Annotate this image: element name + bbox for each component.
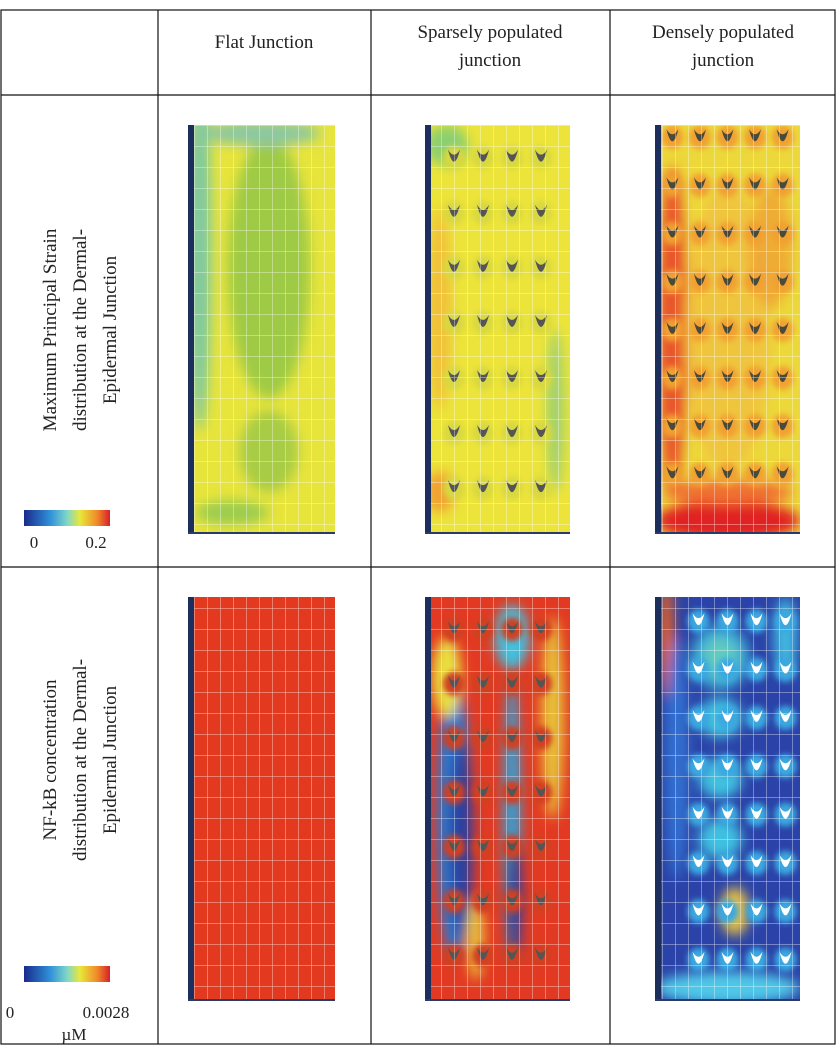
column-header: junction bbox=[691, 50, 755, 71]
colorbar-max: 0.0028 bbox=[83, 1003, 130, 1022]
heatmap-panel bbox=[425, 125, 570, 533]
mesh-grid bbox=[188, 125, 335, 533]
column-header: Densely populated bbox=[652, 22, 794, 43]
edge-strip bbox=[425, 597, 431, 1000]
heatmap-panel bbox=[188, 64, 335, 533]
mesh-grid bbox=[655, 125, 800, 533]
edge-strip bbox=[425, 125, 431, 533]
heatmap-panel bbox=[188, 597, 335, 1000]
edge-strip bbox=[655, 125, 661, 533]
row-label-line: distribution at the Dermal- bbox=[70, 229, 91, 431]
column-header: Sparsely populated bbox=[417, 22, 563, 43]
mesh-grid bbox=[655, 597, 800, 1000]
colorbar-max: 0.2 bbox=[85, 533, 106, 552]
mesh-grid bbox=[188, 597, 335, 1000]
colorbar-unit: µM bbox=[62, 1025, 87, 1044]
row-label-line: NF-kB concentration bbox=[40, 679, 61, 840]
row-label-line: Maximum Principal Strain bbox=[40, 228, 61, 431]
mesh-grid bbox=[425, 125, 570, 533]
colorbar-min: 0 bbox=[30, 533, 39, 552]
heatmap-panel bbox=[425, 597, 570, 1000]
heatmap-panel bbox=[655, 577, 800, 1004]
edge-strip bbox=[188, 125, 194, 533]
mesh-grid bbox=[425, 597, 570, 1000]
colorbar-min: 0 bbox=[6, 1003, 15, 1022]
edge-strip bbox=[655, 597, 661, 1000]
row-label: Maximum Principal Strain distribution at … bbox=[40, 228, 121, 431]
column-header: junction bbox=[458, 50, 522, 71]
heatmap-panel bbox=[655, 125, 800, 541]
colorbar bbox=[24, 966, 110, 982]
figure-table: Flat Junction Sparsely populated junction D… bbox=[0, 0, 836, 1045]
colorbar bbox=[24, 510, 110, 526]
row-label-line: Epidermal Junction bbox=[100, 255, 121, 404]
column-header: Flat Junction bbox=[215, 32, 314, 53]
panels bbox=[188, 64, 800, 1004]
row-label: NF-kB concentration distribution at the D… bbox=[40, 659, 121, 861]
row-label-line: Epidermal Junction bbox=[100, 685, 121, 834]
row-label-line: distribution at the Dermal- bbox=[70, 659, 91, 861]
edge-strip bbox=[188, 597, 194, 1000]
